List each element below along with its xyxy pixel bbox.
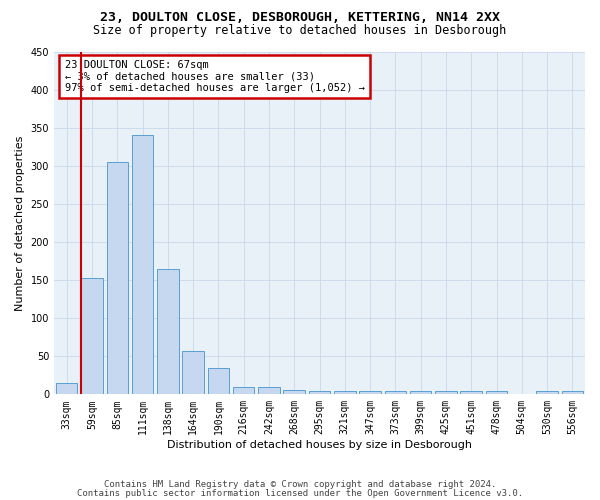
Bar bbox=[562, 392, 583, 394]
Bar bbox=[56, 383, 77, 394]
Bar bbox=[309, 392, 330, 394]
Bar bbox=[435, 392, 457, 394]
Bar bbox=[157, 268, 179, 394]
Bar bbox=[359, 390, 381, 394]
Text: Size of property relative to detached houses in Desborough: Size of property relative to detached ho… bbox=[94, 24, 506, 37]
Bar bbox=[283, 390, 305, 394]
Bar bbox=[233, 386, 254, 394]
Text: 23, DOULTON CLOSE, DESBOROUGH, KETTERING, NN14 2XX: 23, DOULTON CLOSE, DESBOROUGH, KETTERING… bbox=[100, 11, 500, 24]
Bar bbox=[258, 388, 280, 394]
Bar bbox=[486, 392, 507, 394]
Bar bbox=[385, 390, 406, 394]
Text: Contains public sector information licensed under the Open Government Licence v3: Contains public sector information licen… bbox=[77, 489, 523, 498]
Bar bbox=[132, 136, 153, 394]
Bar bbox=[536, 392, 558, 394]
Bar bbox=[107, 162, 128, 394]
Text: Contains HM Land Registry data © Crown copyright and database right 2024.: Contains HM Land Registry data © Crown c… bbox=[104, 480, 496, 489]
Bar bbox=[410, 390, 431, 394]
Y-axis label: Number of detached properties: Number of detached properties bbox=[15, 135, 25, 310]
X-axis label: Distribution of detached houses by size in Desborough: Distribution of detached houses by size … bbox=[167, 440, 472, 450]
Bar bbox=[460, 392, 482, 394]
Bar bbox=[81, 278, 103, 394]
Bar bbox=[334, 392, 356, 394]
Bar bbox=[208, 368, 229, 394]
Bar bbox=[182, 351, 204, 395]
Text: 23 DOULTON CLOSE: 67sqm
← 3% of detached houses are smaller (33)
97% of semi-det: 23 DOULTON CLOSE: 67sqm ← 3% of detached… bbox=[65, 60, 365, 94]
